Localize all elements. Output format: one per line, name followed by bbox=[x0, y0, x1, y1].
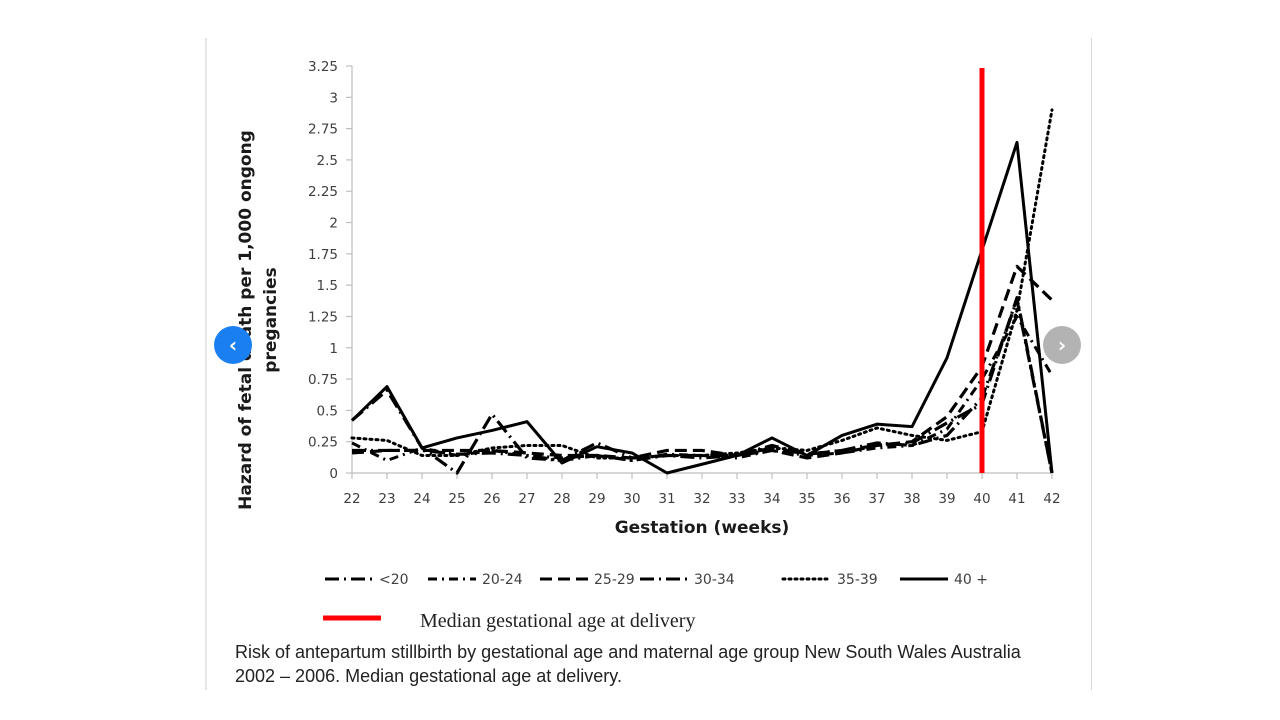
x-tick-label: 27 bbox=[518, 491, 535, 507]
x-tick-label: 37 bbox=[868, 491, 885, 507]
figure-caption: Risk of antepartum stillbirth by gestati… bbox=[235, 642, 1021, 686]
x-tick-label: 35 bbox=[798, 491, 815, 507]
x-tick-label: 38 bbox=[903, 491, 920, 507]
x-axis-title: Gestation (weeks) bbox=[615, 518, 790, 538]
x-tick-label: 33 bbox=[728, 491, 745, 507]
x-tick-label: 34 bbox=[763, 491, 780, 507]
y-tick-label: 2.75 bbox=[308, 122, 338, 138]
series-line-25-29 bbox=[351, 264, 1054, 460]
series-line-30-34 bbox=[352, 298, 1054, 474]
legend-item: 35-39 bbox=[781, 572, 878, 588]
series-line-40 bbox=[350, 140, 1054, 475]
x-tick-label: 32 bbox=[693, 491, 710, 507]
legend-label: 25-29 bbox=[594, 572, 635, 588]
x-tick-label: 42 bbox=[1043, 491, 1060, 507]
legend-item: 20-24 bbox=[428, 572, 523, 588]
next-image-button[interactable]: › bbox=[1043, 326, 1081, 364]
legend-item: 30-34 bbox=[640, 572, 735, 588]
y-tick-label: 0.25 bbox=[308, 435, 338, 451]
legend-label: 35-39 bbox=[837, 572, 878, 588]
x-tick-label: 29 bbox=[588, 491, 605, 507]
legend-label: <20 bbox=[379, 572, 409, 588]
legend-label-median: Median gestational age at delivery bbox=[420, 610, 695, 632]
legend-item: 40 + bbox=[900, 572, 988, 588]
y-tick-label: 3 bbox=[329, 90, 338, 106]
x-tick-label: 28 bbox=[553, 491, 570, 507]
x-tick-label: 26 bbox=[483, 491, 500, 507]
x-tick-label: 41 bbox=[1008, 491, 1025, 507]
legend-label: 40 + bbox=[954, 572, 988, 588]
x-tick-label: 24 bbox=[413, 491, 430, 507]
y-axis-title-line2: pregancies bbox=[261, 267, 281, 372]
legend-item: <20 bbox=[325, 572, 409, 588]
y-axis-title-line1: Hazard of fetal death per 1,000 ongong bbox=[236, 130, 256, 510]
legend-label: 20-24 bbox=[482, 572, 523, 588]
x-tick-label: 30 bbox=[623, 491, 640, 507]
x-tick-label: 40 bbox=[973, 491, 990, 507]
y-tick-label: 2 bbox=[329, 216, 338, 232]
previous-image-button[interactable]: ‹ bbox=[214, 326, 252, 364]
y-tick-label: 1 bbox=[329, 341, 338, 357]
y-tick-label: 2.5 bbox=[317, 153, 338, 169]
legend-item: 25-29 bbox=[540, 572, 635, 588]
axes: 0 0.25 0.5 0.75 1 1.25 1.5 1.75 2 2.25 2.5 2.75 3 3.2… bbox=[308, 59, 1061, 507]
y-tick-label: 0 bbox=[329, 466, 338, 482]
x-tick-label: 39 bbox=[938, 491, 955, 507]
series-layer bbox=[350, 108, 1054, 475]
y-tick-label: 1.5 bbox=[317, 278, 338, 294]
chevron-left-icon: ‹ bbox=[228, 333, 238, 357]
y-tick-label: 0.75 bbox=[308, 372, 338, 388]
legend: <20 20-24 25-29 30-34 35-39 40 + bbox=[325, 572, 988, 588]
y-tick-label: 1.25 bbox=[308, 309, 338, 325]
x-tick-label: 36 bbox=[833, 491, 850, 507]
y-tick-label: 2.25 bbox=[308, 184, 338, 200]
x-tick-label: 25 bbox=[448, 491, 465, 507]
y-tick-label: 1.75 bbox=[308, 247, 338, 263]
legend-label: 30-34 bbox=[694, 572, 735, 588]
x-tick-label: 23 bbox=[378, 491, 395, 507]
chevron-right-icon: › bbox=[1057, 333, 1067, 357]
series-line-20 bbox=[350, 296, 1054, 475]
legend-item-median: Median gestational age at delivery bbox=[323, 610, 695, 632]
y-tick-label: 3.25 bbox=[308, 59, 338, 75]
y-tick-label: 0.5 bbox=[317, 403, 338, 419]
x-tick-label: 22 bbox=[343, 491, 360, 507]
series-line-35-39 bbox=[350, 108, 1054, 460]
x-tick-label: 31 bbox=[658, 491, 675, 507]
